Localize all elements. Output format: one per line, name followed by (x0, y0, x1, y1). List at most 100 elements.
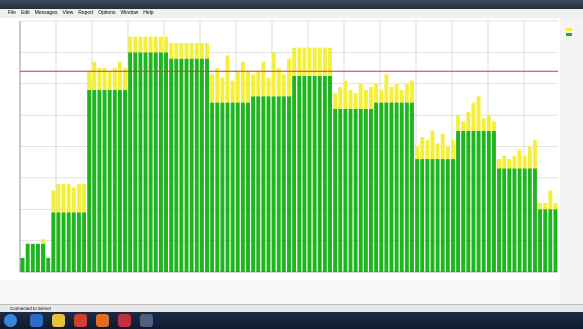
bar-segment (491, 130, 496, 272)
bar-segment (20, 257, 25, 272)
bar-segment (71, 187, 76, 213)
bar-segment (322, 75, 327, 272)
bar-segment (251, 96, 256, 272)
bar-segment (512, 155, 517, 169)
taskbar-icon[interactable] (140, 314, 153, 327)
bar-segment (225, 55, 230, 103)
bar-segment (179, 58, 184, 273)
bar-segment (97, 90, 102, 273)
menu-item[interactable]: Window (120, 10, 139, 16)
menu-item[interactable]: File (8, 10, 17, 16)
taskbar (0, 312, 583, 329)
bar-segment (215, 68, 220, 103)
bar-segment (410, 102, 414, 272)
bar-segment (425, 140, 430, 160)
bar-segment (532, 140, 537, 169)
menu-item[interactable]: View (62, 10, 74, 16)
bar-segment (302, 75, 307, 272)
bar-segment (117, 61, 122, 91)
bar-segment (445, 146, 450, 160)
bar-segment (61, 184, 66, 213)
bar-segment (538, 202, 543, 210)
bar-segment (353, 93, 358, 109)
bar-segment (281, 96, 286, 272)
bar-segment (399, 102, 404, 272)
bar-segment (92, 90, 97, 273)
bar-segment (476, 130, 481, 272)
x-axis-panel (0, 280, 560, 304)
bar-segment (30, 243, 35, 272)
bar-segment (512, 168, 517, 272)
menu-item[interactable]: Edit (21, 10, 30, 16)
bar-segment (82, 184, 87, 213)
bar-segment (486, 130, 491, 272)
taskbar-icon[interactable] (96, 314, 109, 327)
bar-segment (220, 77, 225, 103)
bar-segment (297, 47, 302, 76)
bar-segment (287, 58, 291, 97)
bar-segment (497, 168, 502, 272)
taskbar-icon[interactable] (30, 314, 43, 327)
bar-segment (210, 102, 215, 272)
bar-segment (205, 42, 209, 59)
bar-segment (266, 96, 271, 272)
bar-segment (169, 42, 174, 59)
bar-segment (333, 93, 338, 109)
bar-segment (61, 212, 66, 272)
bar-segment (476, 96, 481, 131)
bar-segment (328, 47, 332, 76)
bar-segment (522, 168, 527, 272)
bar-segment (174, 58, 179, 273)
bar-segment (374, 102, 379, 272)
bar-segment (440, 133, 445, 160)
bar-segment (553, 202, 558, 210)
bar-segment (358, 83, 363, 109)
bar-segment (281, 74, 286, 97)
menu-item[interactable]: Options (98, 10, 116, 16)
menu-item[interactable]: Messages (34, 10, 58, 16)
bar-segment (123, 68, 127, 91)
taskbar-icon[interactable] (118, 314, 131, 327)
bar-segment (46, 257, 51, 272)
bar-segment (425, 159, 430, 272)
bar-segment (143, 52, 148, 272)
menu-item[interactable]: Help (143, 10, 154, 16)
start-button[interactable] (4, 314, 17, 327)
bar-segment (66, 184, 71, 213)
bar-segment (205, 58, 209, 273)
bar-segment (35, 243, 40, 272)
bar-segment (246, 102, 250, 272)
bar-segment (333, 108, 338, 272)
bar-segment (189, 58, 194, 273)
bar-segment (456, 130, 461, 272)
menu-item[interactable]: Report (78, 10, 94, 16)
bar-segment (123, 90, 127, 273)
taskbar-icon[interactable] (52, 314, 65, 327)
bar-segment (148, 52, 153, 272)
bar-segment (384, 102, 389, 272)
bar-segment (51, 190, 56, 213)
bar-segment (338, 108, 343, 272)
bar-segment (112, 68, 117, 91)
bar-segment (343, 108, 348, 272)
taskbar-icon[interactable] (74, 314, 87, 327)
bar-segment (548, 190, 553, 210)
bar-segment (158, 52, 163, 272)
bar-segment (543, 209, 548, 272)
bar-segment (76, 212, 81, 272)
bar-segment (87, 90, 92, 273)
bar-segment (240, 102, 245, 272)
bar-segment (235, 102, 240, 272)
bar-segment (261, 96, 266, 272)
bar-segment (102, 90, 107, 273)
bar-segment (235, 71, 240, 103)
bar-segment (461, 130, 466, 272)
title-bar (0, 0, 583, 9)
bar-segment (522, 155, 527, 169)
bar-segment (271, 96, 276, 272)
bar-segment (271, 52, 276, 97)
bar-segment (517, 149, 522, 169)
bar-segment (379, 102, 384, 272)
bar-segment (548, 209, 553, 272)
bar-segment (56, 212, 61, 272)
